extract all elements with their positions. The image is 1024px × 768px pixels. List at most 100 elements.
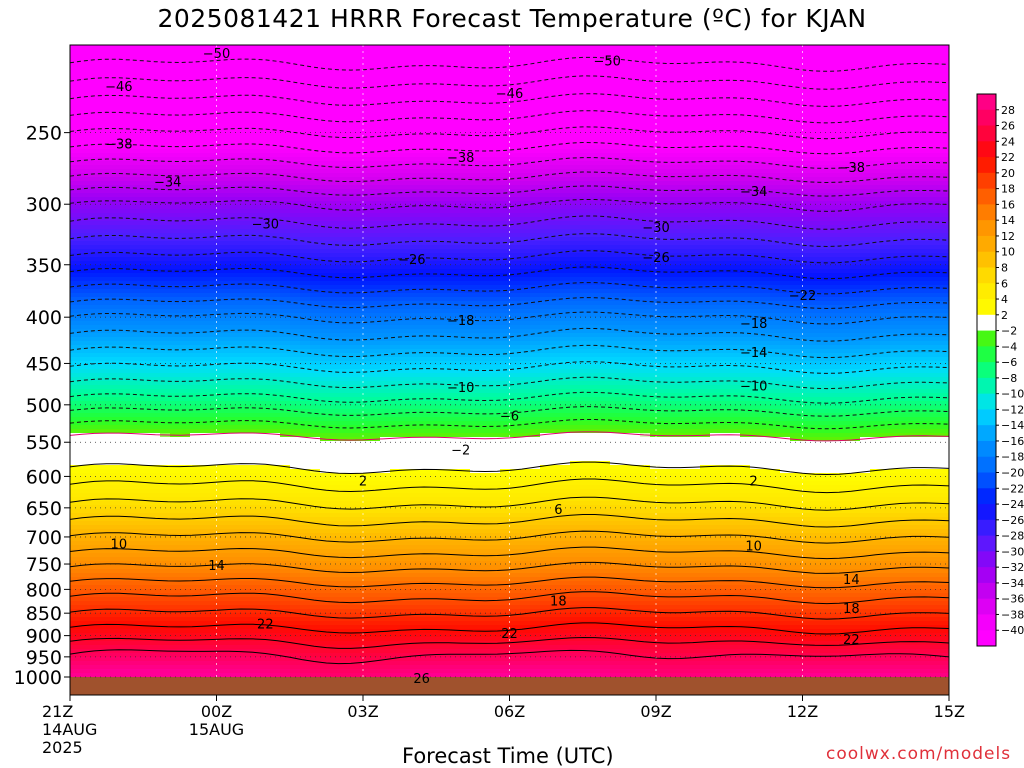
shade-cell <box>150 577 161 582</box>
shade-cell <box>250 241 261 246</box>
shade-cell <box>120 285 131 290</box>
shade-cell <box>220 493 231 498</box>
shade-cell <box>90 213 101 218</box>
shade-cell <box>160 245 171 250</box>
shade-cell <box>90 161 101 166</box>
shade-cell <box>330 553 341 558</box>
shade-cell <box>360 269 371 274</box>
shade-cell <box>100 609 111 614</box>
shade-cell <box>300 149 311 154</box>
shade-cell <box>380 113 391 118</box>
shade-cell <box>180 569 191 574</box>
shade-cell <box>250 605 261 610</box>
shade-cell <box>200 53 211 58</box>
shade-cell <box>350 449 361 454</box>
shade-cell <box>160 125 171 130</box>
shade-cell <box>190 185 201 190</box>
shade-cell <box>230 213 241 218</box>
shade-cell <box>250 661 261 666</box>
shade-cell <box>330 521 341 526</box>
shade-cell <box>70 49 81 54</box>
shade-cell <box>210 525 221 530</box>
shade-cell <box>330 465 341 470</box>
shade-cell <box>380 377 391 382</box>
shade-cell <box>110 109 121 114</box>
shade-cell <box>240 225 251 230</box>
shade-cell <box>370 617 381 622</box>
shade-cell <box>370 109 381 114</box>
shade-cell <box>290 137 301 142</box>
shade-cell <box>260 545 271 550</box>
shade-cell <box>200 305 211 310</box>
shade-cell <box>350 461 361 466</box>
shade-cell <box>160 113 171 118</box>
shade-cell <box>180 421 191 426</box>
shade-cell <box>200 117 211 122</box>
shade-cell <box>340 529 351 534</box>
shade-cell <box>250 417 261 422</box>
shade-cell <box>290 553 301 558</box>
shade-cell <box>230 73 241 78</box>
shade-cell <box>90 121 101 126</box>
shade-cell <box>90 489 101 494</box>
shade-cell <box>200 657 211 662</box>
shade-cell <box>200 369 211 374</box>
shade-cell <box>240 597 251 602</box>
shade-cell <box>150 333 161 338</box>
shade-cell <box>230 269 241 274</box>
shade-cell <box>270 553 281 558</box>
shade-cell <box>270 661 281 666</box>
shade-cell <box>160 497 171 502</box>
shade-cell <box>380 421 391 426</box>
shade-cell <box>80 417 91 422</box>
shade-cell <box>90 157 101 162</box>
shade-cell <box>130 417 141 422</box>
shade-cell <box>250 473 261 478</box>
shade-cell <box>240 229 251 234</box>
shade-cell <box>280 173 291 178</box>
shade-cell <box>280 121 291 126</box>
shade-cell <box>240 657 251 662</box>
shade-cell <box>370 397 381 402</box>
shade-cell <box>270 577 281 582</box>
shade-cell <box>300 449 311 454</box>
shade-cell <box>160 137 171 142</box>
shade-cell <box>120 253 131 258</box>
shade-cell <box>260 465 271 470</box>
shade-cell <box>100 573 111 578</box>
shade-cell <box>270 81 281 86</box>
shade-cell <box>280 245 291 250</box>
shade-cell <box>160 181 171 186</box>
shade-cell <box>280 637 291 642</box>
shade-cell <box>330 597 341 602</box>
shade-cell <box>250 465 261 470</box>
shade-cell <box>140 377 151 382</box>
shade-cell <box>210 461 221 466</box>
shade-cell <box>340 301 351 306</box>
shade-cell <box>370 257 381 262</box>
shade-cell <box>330 637 341 642</box>
shade-cell <box>140 309 151 314</box>
shade-cell <box>380 229 391 234</box>
shade-cell <box>290 449 301 454</box>
shade-cell <box>180 89 191 94</box>
shade-cell <box>180 265 191 270</box>
shade-cell <box>110 621 121 626</box>
shade-cell <box>100 669 111 674</box>
shade-cell <box>300 337 311 342</box>
shade-cell <box>270 597 281 602</box>
shade-cell <box>160 477 171 482</box>
shade-cell <box>100 309 111 314</box>
shade-cell <box>180 141 191 146</box>
shade-cell <box>170 173 181 178</box>
shade-cell <box>80 265 91 270</box>
shade-cell <box>180 277 191 282</box>
shade-cell <box>130 365 141 370</box>
shade-cell <box>280 185 291 190</box>
shade-cell <box>120 301 131 306</box>
shade-cell <box>180 153 191 158</box>
shade-cell <box>110 77 121 82</box>
shade-cell <box>140 229 151 234</box>
shade-cell <box>220 85 231 90</box>
shade-cell <box>140 557 151 562</box>
